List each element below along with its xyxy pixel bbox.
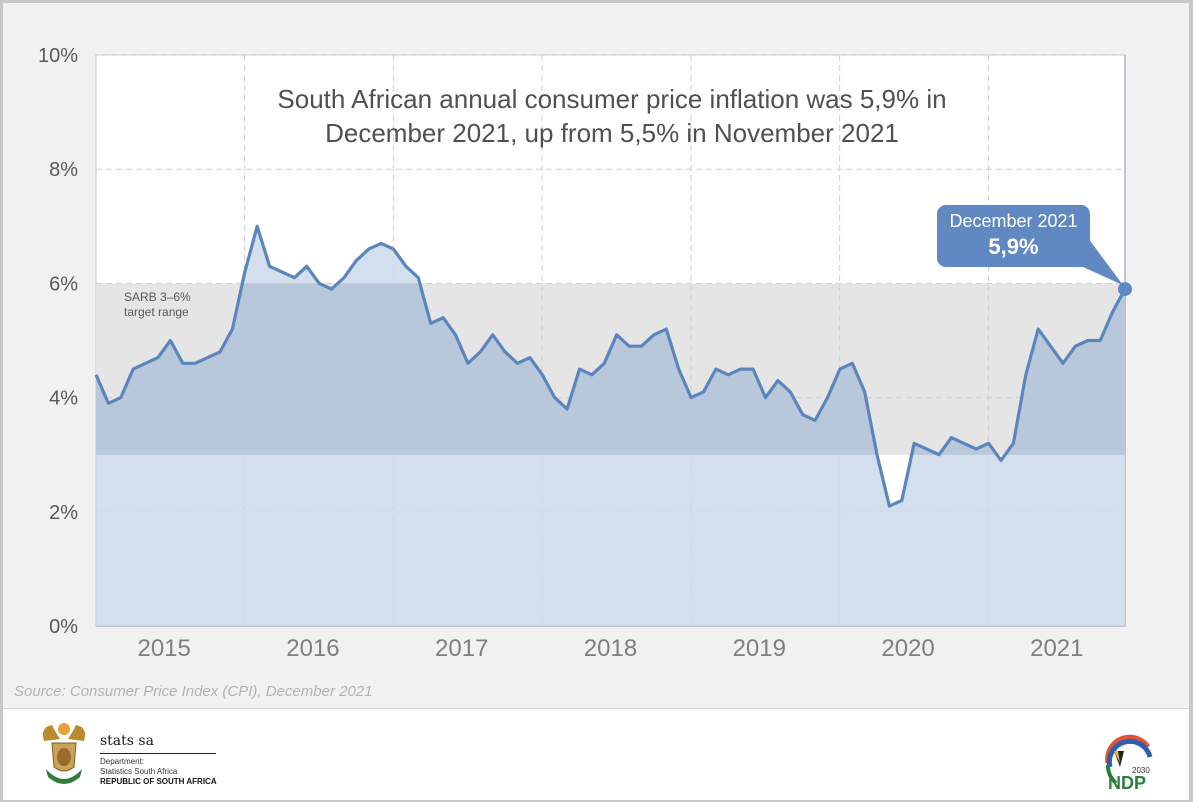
callout-december-2021: December 2021 5,9% [937, 205, 1090, 267]
dept-line-2: Statistics South Africa [100, 767, 178, 776]
y-tick-label: 0% [49, 616, 78, 638]
x-tick-label: 2017 [435, 635, 488, 662]
x-axis: 2015 2016 2017 2018 2019 2020 2021 [137, 635, 1083, 662]
x-tick-label: 2019 [733, 635, 786, 662]
title-line-1: South African annual consumer price infl… [277, 84, 946, 114]
footer: stats sa Department: Statistics South Af… [3, 708, 1189, 800]
y-axis: 0% 2% 4% 6% 8% 10% [38, 45, 78, 638]
target-band-label: SARB 3–6% target range [124, 290, 191, 319]
dept-line-1: Department: [100, 757, 145, 766]
department-label: Department: Statistics South Africa [100, 757, 177, 777]
y-tick-label: 2% [49, 502, 78, 524]
x-tick-label: 2015 [137, 635, 190, 662]
statssa-logo: stats sa Department: Statistics South Af… [36, 719, 236, 795]
callout-label: December 2021 [949, 211, 1078, 231]
statssa-name: stats sa [100, 733, 154, 749]
chart: 0%2%4%6%8%10% 2015 2016 2017 2018 2019 2020 20… [38, 45, 1132, 662]
x-tick-label: 2016 [286, 635, 339, 662]
ndp-year: 2030 [1132, 766, 1150, 775]
x-tick-label: 2020 [881, 635, 934, 662]
y-tick-label: 4% [49, 388, 78, 410]
x-tick-label: 2018 [584, 635, 637, 662]
ndp-label: NDP [1108, 773, 1146, 789]
data-point-dec-2021 [1118, 282, 1132, 297]
series-line [94, 224, 1127, 508]
inflation-line [94, 224, 1127, 508]
ndp-logo-icon: 2030 NDP [1105, 734, 1153, 789]
callout-value: 5,9% [988, 234, 1039, 259]
title-line-2: December 2021, up from 5,5% in November … [325, 118, 899, 148]
y-tick-label: 10% [38, 45, 78, 67]
band-label-line-1: SARB 3–6% [124, 290, 191, 304]
last-point-marker [1118, 282, 1132, 297]
chart-title: South African annual consumer price infl… [277, 84, 946, 148]
logo-divider [100, 753, 216, 754]
x-tick-label: 2021 [1030, 635, 1083, 662]
coat-of-arms-icon [43, 723, 85, 784]
y-tick-label: 6% [49, 273, 78, 295]
band-label-line-2: target range [124, 305, 189, 319]
source-note: Source: Consumer Price Index (CPI), Dece… [14, 683, 373, 700]
y-tick-label: 8% [49, 159, 78, 181]
country-label: REPUBLIC OF SOUTH AFRICA [100, 777, 217, 786]
